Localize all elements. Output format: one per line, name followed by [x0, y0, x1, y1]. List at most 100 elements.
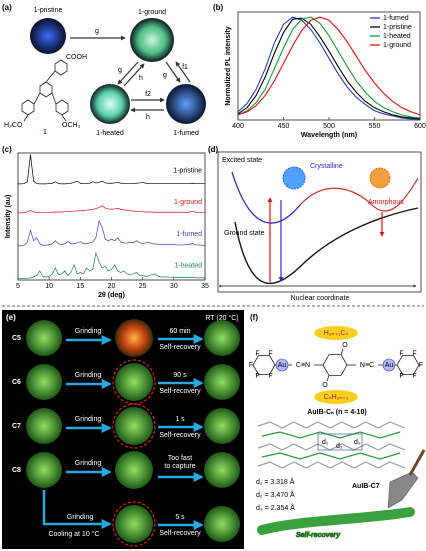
sample-photo	[115, 407, 153, 445]
state-label: 1-fumed	[173, 130, 199, 137]
x-tick-label: 35	[201, 283, 209, 290]
header: RT (20 °C)	[205, 314, 238, 322]
result-label: Self-recovery	[159, 432, 201, 439]
sample-photo	[115, 451, 153, 489]
sample-photo	[90, 84, 130, 124]
x-tick-label: 550	[369, 123, 381, 130]
phase-label: Amorphous	[368, 199, 404, 206]
sample-photo	[204, 452, 240, 488]
sample-photo	[204, 408, 240, 444]
amorphous-icon	[369, 167, 391, 189]
panel-e: (e) RT (20 °C) C5 Grinding 60 min Self-reco…	[2, 310, 244, 549]
x-tick-label: 20	[108, 283, 116, 290]
state-label: Excited state	[222, 157, 262, 164]
atom-label: F	[268, 351, 272, 358]
arrow-label: g	[118, 67, 122, 74]
atom-label: F	[399, 373, 403, 380]
atom-label: O	[342, 342, 348, 349]
action-label: Grinding	[75, 372, 102, 379]
x-axis-label: 2θ (deg)	[98, 292, 125, 299]
atom-label: C≡N	[296, 362, 310, 369]
series-label: 1-fumed	[176, 231, 202, 238]
panel-label: (f)	[250, 313, 258, 322]
series-line	[237, 16, 421, 119]
arrow-label: g	[95, 28, 99, 35]
sample-photo	[204, 506, 240, 542]
series-line	[18, 205, 205, 214]
crystal-label: AuIB-C7	[352, 483, 380, 490]
panel-label: (a)	[2, 3, 12, 12]
sample-photo	[26, 408, 62, 444]
compound-label: AuIB-Cₙ (n = 4-10)	[307, 409, 366, 416]
packing	[261, 431, 401, 460]
atom	[382, 358, 396, 372]
atom-label: Au	[385, 362, 394, 369]
legend-label: 1-pristine	[383, 24, 412, 31]
action-label: Grinding	[75, 416, 102, 423]
brush-handle	[408, 449, 426, 476]
atom-label: F	[249, 362, 253, 369]
state-label: 1-ground	[138, 9, 166, 16]
distance-tag: d₂	[336, 443, 343, 450]
sample-photo	[204, 364, 240, 400]
atom-label: F	[412, 351, 416, 358]
atom-label: F	[412, 373, 416, 380]
action-label: Grinding	[67, 514, 94, 521]
series-line	[237, 16, 420, 120]
sample-photo	[26, 452, 62, 488]
time-label: 5 s	[175, 514, 185, 521]
sample-photo	[115, 505, 153, 543]
arrow	[165, 61, 181, 83]
series-line	[18, 154, 205, 185]
series-line	[237, 16, 421, 116]
highlight-ellipse	[112, 403, 156, 449]
x-tick-label: 15	[76, 283, 84, 290]
crystal-icon	[282, 166, 306, 190]
atom	[275, 358, 289, 372]
brush	[387, 471, 419, 509]
result-label: Self-recovery	[159, 530, 201, 537]
time-label: 90 s	[173, 372, 187, 379]
sample-photo	[26, 320, 62, 356]
atom-label: O	[322, 382, 328, 389]
atom-label: F	[399, 351, 403, 358]
distance-tag: d₃	[354, 439, 361, 446]
substituent-highlight	[314, 390, 358, 404]
arrow	[42, 490, 112, 529]
phase-label: Crystalline	[310, 163, 343, 170]
panel-label: (e)	[6, 313, 16, 322]
arrow-label: f1	[182, 64, 188, 71]
series-label: 1-pristine	[173, 167, 202, 174]
axis-label: Nuclear coordinate	[291, 295, 350, 302]
atom-label: F	[419, 362, 423, 369]
atom-label: N≡C	[360, 362, 374, 369]
panel-d: Excited state Crystalline Amorphous Grou…	[217, 151, 422, 302]
x-tick-label: 400	[232, 123, 244, 130]
frame	[217, 151, 422, 293]
sample-photo	[26, 364, 62, 400]
sample-photo	[115, 363, 153, 401]
molecule	[252, 348, 420, 382]
substituent: CₙH₂ₙ₊₁	[324, 394, 349, 401]
atom-label: F	[268, 373, 272, 380]
x-tick-label: 25	[139, 283, 147, 290]
sample-label: C5	[12, 335, 21, 342]
arrow-label: h	[139, 75, 143, 82]
sample-label: C7	[12, 423, 21, 430]
panel-f: (f) Au Au C≡N N≡C O O H₂ₙ₊₁Cₙ CₙH₂ₙ₊₁ Au…	[250, 313, 426, 539]
group-label: OCH₃	[62, 122, 81, 129]
series-line	[237, 17, 421, 120]
x-axis-label: Wavelength (nm)	[301, 132, 357, 139]
sample-label: C6	[12, 379, 21, 386]
series-line	[18, 220, 205, 247]
action-label: Grinding	[75, 328, 102, 335]
group-label: COOH	[66, 54, 87, 61]
panel-label: (d)	[208, 145, 219, 154]
series-label: 1-heated	[174, 263, 202, 270]
x-tick-label: 600	[414, 123, 426, 130]
legend-label: 1-ground	[383, 42, 411, 49]
distance-tag: d₁	[322, 439, 329, 446]
distance: d₂ = 3.470 Å	[256, 490, 295, 499]
legend-label: 1-heated	[383, 33, 411, 40]
